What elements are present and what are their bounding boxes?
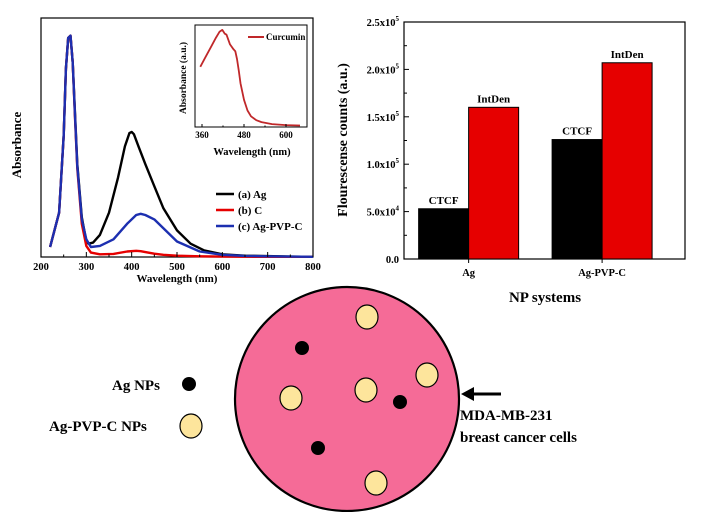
series-line-c-ag-pvp-c	[48, 34, 314, 258]
ag-nanoparticle	[295, 341, 309, 355]
x-tick-label: 400	[124, 262, 140, 273]
x-tick-label: 700	[260, 262, 276, 273]
y-tick-label: 1.0x105	[367, 157, 400, 171]
legend-label-c: (b) C	[238, 205, 262, 217]
bar-intden-ag-pvp-c	[601, 62, 653, 260]
y-tick-label: 2.5x105	[367, 15, 400, 29]
ag-nps-label: Ag NPs	[112, 378, 160, 394]
absorbance-chart: 200 300 400 500 600 700 800 Wavelength (nm) Ab…	[9, 17, 321, 285]
fluorescence-x-axis-label: NP systems	[509, 290, 581, 306]
x-tick-label: 200	[33, 262, 49, 273]
ag-pvp-c-nanoparticle	[355, 304, 379, 330]
fluorescence-y-axis-label: Flourescense counts (a.u.)	[336, 63, 351, 217]
absorbance-x-ticks: 200 300 400 500 600 700 800	[33, 252, 321, 273]
cancer-cell	[233, 285, 461, 512]
x-tick-label: 600	[214, 262, 230, 273]
inset-y-axis-label: Absorbance (a.u.)	[178, 42, 189, 114]
ag-nps-legend-dot	[182, 377, 196, 391]
inset-x-axis-label: Wavelength (nm)	[213, 147, 291, 158]
inset-x-ticks: 360 480 600	[195, 124, 293, 140]
y-tick-label: 5.0x104	[367, 205, 400, 219]
bar-data-label: IntDen	[611, 49, 644, 61]
cell-schematic: Ag NPs Ag-PVP-C NPs MDA-MB-231 breast ca…	[49, 285, 577, 512]
y-tick-label: 2.0x105	[367, 62, 400, 76]
bar-data-label: CTCF	[562, 126, 592, 138]
ag-pvp-c-nps-label: Ag-PVP-C NPs	[49, 419, 147, 435]
absorbance-legend: (a) Ag (b) C (c) Ag-PVP-C	[216, 189, 303, 233]
absorbance-x-axis-label: Wavelength (nm)	[137, 273, 218, 285]
inset-lines	[199, 29, 301, 127]
bar-intden-ag	[468, 106, 520, 260]
cell-label-line2: breast cancer cells	[460, 430, 577, 446]
ag-pvp-c-nps-legend-dot	[179, 413, 203, 439]
cell-label-line1: MDA-MB-231	[460, 408, 552, 424]
ag-nanoparticle	[311, 441, 325, 455]
bar-data-label: IntDen	[477, 93, 510, 105]
series-line-curcumin	[199, 29, 301, 127]
legend-label-agpvpc: (c) Ag-PVP-C	[238, 221, 303, 233]
fluorescence-bars: CTCF IntDen CTCF IntDen	[418, 49, 653, 260]
bar-data-label: CTCF	[429, 195, 459, 207]
bar-ctcf-ag-pvp-c	[551, 139, 603, 260]
x-tick-label: 600	[279, 130, 293, 140]
arrow-icon	[461, 387, 501, 401]
x-tick-label: 360	[195, 130, 209, 140]
y-tick-label: 0.0	[386, 255, 399, 266]
ag-nanoparticle	[393, 395, 407, 409]
x-tick-label: Ag	[462, 268, 476, 279]
absorbance-y-axis-label: Absorbance	[9, 112, 24, 179]
x-tick-label: Ag-PVP-C	[578, 268, 626, 279]
fluorescence-x-ticks: Ag Ag-PVP-C	[462, 259, 626, 279]
legend-label-ag: (a) Ag	[238, 189, 267, 201]
x-tick-label: 300	[78, 262, 94, 273]
curcumin-inset: 360 480 600 Wavelength (nm) Absorbance (a.…	[178, 24, 308, 158]
fluorescence-y-ticks: 0.0 5.0x104 1.0x105 1.5x105 2.0x105 2.5x105	[367, 15, 409, 266]
ag-pvp-c-nanoparticle	[354, 377, 378, 403]
inset-legend-label: Curcumin	[266, 32, 305, 42]
ag-pvp-c-nanoparticle	[415, 362, 439, 388]
x-tick-label: 480	[237, 130, 251, 140]
bar-ctcf-ag	[418, 208, 470, 260]
fluorescence-chart: 0.0 5.0x104 1.0x105 1.5x105 2.0x105 2.5x105 C…	[336, 15, 686, 306]
ag-pvp-c-nanoparticle	[279, 385, 303, 411]
ag-pvp-c-nanoparticle	[364, 470, 388, 496]
x-tick-label: 500	[169, 262, 185, 273]
x-tick-label: 800	[305, 262, 321, 273]
y-tick-label: 1.5x105	[367, 110, 400, 124]
